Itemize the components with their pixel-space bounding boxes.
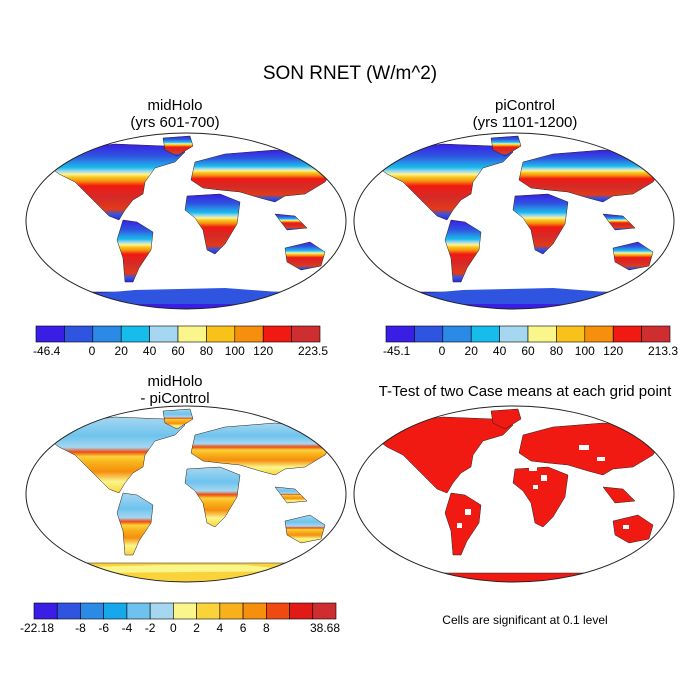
- colorbar-swatch: [103, 602, 128, 620]
- map-ttest: [353, 405, 675, 583]
- colorbar-swatch: [414, 325, 444, 343]
- map-picontrol: [353, 132, 675, 310]
- colorbar-tick-label: 100: [225, 344, 245, 358]
- colorbar-swatch: [177, 325, 207, 343]
- colorbar-swatch: [641, 325, 671, 343]
- colorbar-diff-max: 38.68: [310, 621, 340, 635]
- map-diff: [25, 405, 347, 583]
- map-border: [353, 405, 675, 583]
- colorbar-tick-label: 4: [217, 621, 224, 635]
- colorbar-swatch: [527, 325, 557, 343]
- colorbar-tick-label: 80: [200, 344, 214, 358]
- colorbar-picontrol: -45.1 0 20 40 60 80 100 120 213.3: [383, 325, 678, 358]
- map-border: [353, 132, 675, 310]
- colorbar-tick-label: 40: [493, 344, 507, 358]
- colorbar-swatch: [584, 325, 614, 343]
- colorbar-tick-label: 8: [263, 621, 270, 635]
- colorbar-swatch: [219, 602, 244, 620]
- colorbar-swatch: [120, 325, 150, 343]
- colorbar-swatch: [442, 325, 472, 343]
- figure-title: SON RNET (W/m^2): [262, 63, 438, 84]
- colorbar-swatch: [196, 602, 221, 620]
- colorbar-swatch: [149, 602, 174, 620]
- colorbar-diff-swatches: [33, 602, 337, 620]
- panel-title-midholo-line1: midHolo: [147, 97, 203, 114]
- colorbar-tick-label: 120: [603, 344, 623, 358]
- colorbar-tick-label: 120: [253, 344, 273, 358]
- panel-title-midholo-line2: (yrs 601-700): [130, 114, 220, 131]
- panel-title-picontrol-line1: piControl: [494, 97, 556, 114]
- colorbar-tick-label: 20: [465, 344, 479, 358]
- colorbar-tick-label: -2: [145, 621, 156, 635]
- panel-title-ttest-line1: T-Test of two Case means at each grid po…: [378, 383, 672, 400]
- colorbar-tick-label: 0: [170, 621, 177, 635]
- colorbar-tick-label: 60: [171, 344, 185, 358]
- panel-title-diff-line1: midHolo: [147, 373, 203, 390]
- colorbar-tick-label: 60: [521, 344, 535, 358]
- colorbar-tick-label: 40: [143, 344, 157, 358]
- colorbar-swatch: [92, 325, 122, 343]
- colorbar-swatch: [64, 325, 94, 343]
- colorbar-diff-min: -22.18: [20, 621, 54, 635]
- colorbar-swatch: [266, 602, 290, 620]
- colorbar-picontrol-swatches: [385, 325, 671, 343]
- colorbar-midholo-min: -46.4: [33, 344, 61, 358]
- colorbar-diff: -22.18 -8 -6 -4 -2 0 2 4 6 8 38.68: [20, 602, 340, 635]
- map-midholo: [25, 132, 347, 310]
- colorbar-midholo: -46.4 0 20 40 60 80 100 120 223.5: [33, 325, 328, 358]
- colorbar-tick-label: 6: [240, 621, 247, 635]
- colorbar-swatch: [612, 325, 642, 343]
- colorbar-swatch: [126, 602, 151, 620]
- colorbar-swatch: [33, 602, 58, 620]
- colorbar-swatch: [289, 602, 314, 620]
- colorbar-swatch: [470, 325, 500, 343]
- colorbar-tick-label: -4: [122, 621, 133, 635]
- colorbar-tick-label: 100: [575, 344, 595, 358]
- colorbar-midholo-swatches: [35, 325, 321, 343]
- map-border: [25, 405, 347, 583]
- colorbar-midholo-zero: 0: [89, 344, 96, 358]
- colorbar-swatch: [56, 602, 81, 620]
- panel-title-picontrol: piControl (yrs 1101-1200): [400, 97, 650, 131]
- colorbar-swatch: [173, 602, 197, 620]
- colorbar-tick-label: 20: [115, 344, 129, 358]
- colorbar-picontrol-zero: 0: [439, 344, 446, 358]
- colorbar-swatch: [149, 325, 179, 343]
- colorbar-swatch: [499, 325, 529, 343]
- colorbar-swatch: [312, 602, 337, 620]
- panel-title-picontrol-line2: (yrs 1101-1200): [472, 114, 578, 131]
- colorbar-swatch: [35, 325, 65, 343]
- panel-title-diff-line2: - piControl: [140, 390, 210, 407]
- colorbar-swatch: [291, 325, 321, 343]
- colorbar-swatch: [262, 325, 292, 343]
- significance-note: Cells are significant at 0.1 level: [442, 613, 608, 627]
- colorbar-swatch: [556, 325, 586, 343]
- colorbar-swatch: [80, 602, 104, 620]
- colorbar-swatch: [206, 325, 236, 343]
- land-ttest: [354, 408, 674, 582]
- colorbar-swatch: [385, 325, 415, 343]
- colorbar-swatch: [242, 602, 267, 620]
- panel-title-ttest: T-Test of two Case means at each grid po…: [340, 383, 700, 400]
- colorbar-tick-label: -8: [75, 621, 86, 635]
- colorbar-tick-label: 2: [193, 621, 200, 635]
- panel-title-diff: midHolo - piControl: [50, 373, 300, 407]
- colorbar-picontrol-min: -45.1: [383, 344, 411, 358]
- colorbar-tick-label: 80: [550, 344, 564, 358]
- colorbar-tick-label: -6: [98, 621, 109, 635]
- colorbar-picontrol-max: 213.3: [648, 344, 678, 358]
- map-border: [25, 132, 347, 310]
- colorbar-swatch: [234, 325, 264, 343]
- colorbar-midholo-max: 223.5: [298, 344, 328, 358]
- panel-title-midholo: midHolo (yrs 601-700): [50, 97, 300, 131]
